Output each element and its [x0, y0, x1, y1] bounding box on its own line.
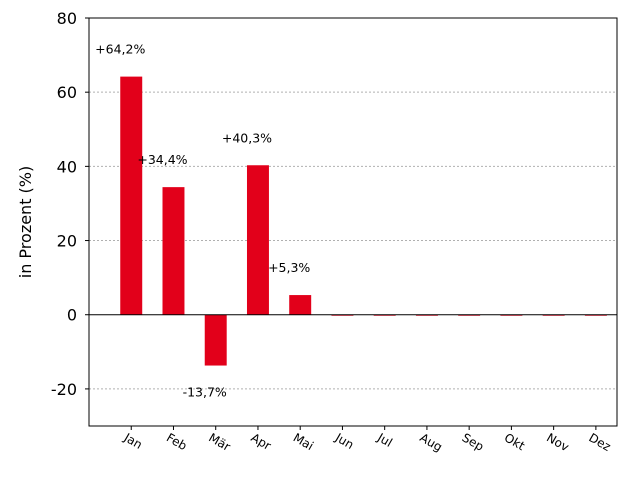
y-axis-ticks: -20 0 20 40 60 80 [51, 9, 89, 399]
bar [204, 314, 227, 366]
data-label: +40,3% [222, 130, 272, 145]
x-axis-ticks: Jan Feb Mär Apr Mai Jun Jul Aug Sep Okt Nov Dez [121, 426, 613, 454]
y-tick-label: 80 [57, 9, 77, 28]
x-tick-label: Mär [206, 430, 233, 453]
data-label: +34,4% [137, 152, 187, 167]
x-tick-label: Sep [460, 430, 487, 453]
bars [120, 76, 607, 366]
bar [120, 76, 143, 315]
x-tick-label: Okt [502, 430, 528, 453]
data-label: -13,7% [183, 385, 227, 400]
x-tick-label: Mai [291, 430, 316, 453]
data-label: +64,2% [95, 42, 145, 57]
y-tick-label: 40 [57, 157, 77, 176]
x-tick-label: Feb [164, 430, 189, 453]
x-tick-label: Dez [586, 430, 613, 454]
bar [289, 295, 312, 315]
y-tick-label: 0 [67, 306, 77, 325]
x-tick-label: Aug [417, 430, 444, 454]
x-tick-label: Apr [248, 430, 273, 453]
x-tick-label: Nov [544, 430, 571, 454]
x-tick-label: Jul [374, 430, 394, 450]
plot-frame [88, 17, 618, 427]
data-label: +5,3% [268, 260, 310, 275]
y-tick-label: -20 [51, 380, 77, 399]
y-tick-label: 20 [57, 232, 77, 251]
data-labels: +64,2% +34,4% -13,7% +40,3% +5,3% [95, 42, 310, 400]
x-tick-label: Jan [121, 430, 145, 452]
y-axis-label: in Prozent (%) [16, 166, 35, 278]
bar [162, 187, 185, 315]
x-tick-label: Jun [332, 430, 356, 452]
bar [246, 165, 269, 315]
y-tick-label: 60 [57, 83, 77, 102]
